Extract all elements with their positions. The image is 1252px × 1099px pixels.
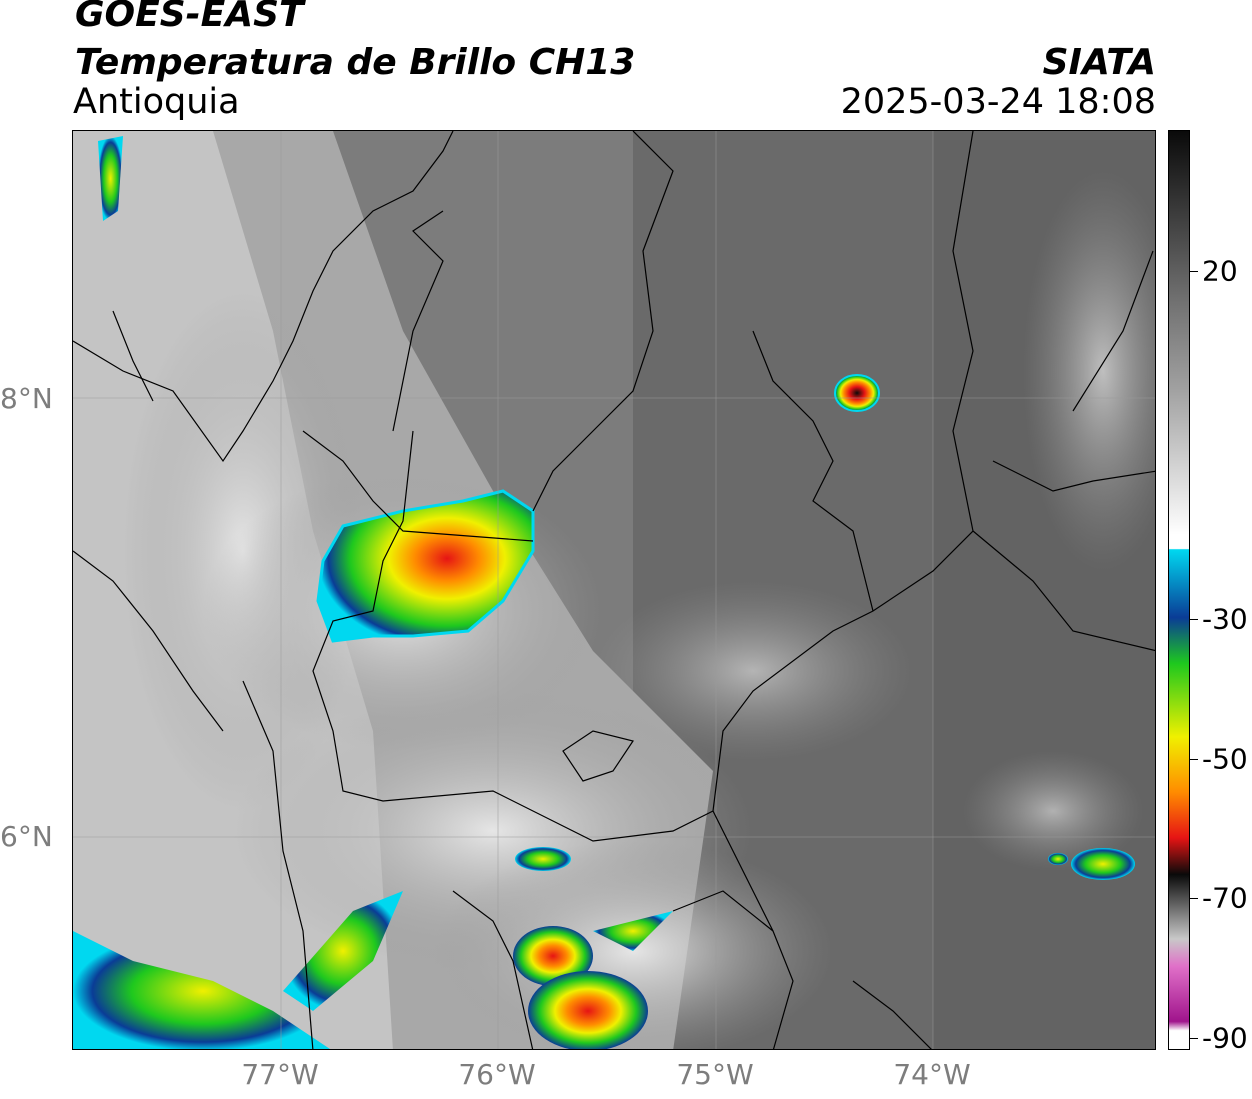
lon-label-75w: 75°W <box>676 1058 754 1091</box>
graticule <box>73 131 1155 1049</box>
timestamp-label: 2025-03-24 18:08 <box>840 82 1156 122</box>
lat-label-8n: 8°N <box>0 382 53 415</box>
colorbar-label-minus50: -50 <box>1202 742 1248 776</box>
lon-label-74w: 74°W <box>893 1058 971 1091</box>
colorbar-tick <box>1190 1038 1198 1039</box>
lon-label-76w: 76°W <box>458 1058 536 1091</box>
satellite-title: GOES-EAST <box>75 0 304 35</box>
colorbar-tick <box>1190 898 1198 899</box>
colorbar-label-minus30: -30 <box>1202 602 1248 636</box>
colorbar-tick <box>1190 759 1198 760</box>
satellite-map[interactable] <box>72 130 1156 1050</box>
lat-label-6n: 6°N <box>0 820 53 853</box>
boundaries <box>73 131 1155 1049</box>
colorbar-tick <box>1190 271 1198 272</box>
colorbar-label-minus90: -90 <box>1202 1021 1248 1055</box>
colorbar-label-minus70: -70 <box>1202 881 1248 915</box>
region-subtitle: Antioquia <box>73 82 240 122</box>
colorbar <box>1168 130 1190 1050</box>
map-canvas <box>73 131 1155 1049</box>
product-title: Temperatura de Brillo CH13 <box>75 42 636 83</box>
organization-title: SIATA <box>1042 42 1156 83</box>
colorbar-tick <box>1190 619 1198 620</box>
lon-label-77w: 77°W <box>241 1058 319 1091</box>
colorbar-label-20: 20 <box>1202 254 1238 288</box>
